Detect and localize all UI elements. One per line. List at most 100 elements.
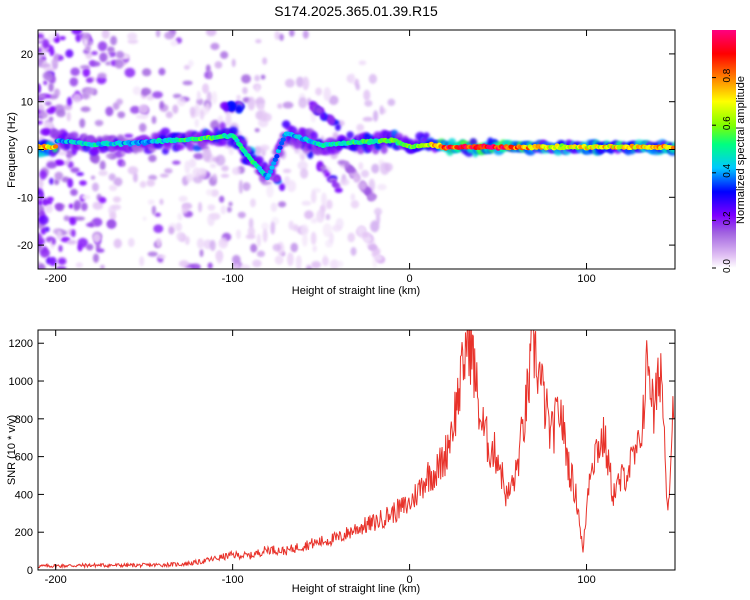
spectrogram-noise-cell bbox=[266, 184, 274, 198]
spectrogram-noise-cell bbox=[54, 203, 64, 210]
spectrogram-noise-cell bbox=[138, 123, 147, 133]
spectrogram-noise-cell bbox=[66, 111, 71, 122]
spectrogram-noise-cell bbox=[177, 212, 183, 221]
spectrogram-noise-cell bbox=[113, 238, 122, 249]
spectrogram-heatmap bbox=[38, 30, 675, 269]
spectrogram-noise-cell bbox=[254, 74, 261, 82]
spectrogram-noise-cell bbox=[197, 167, 207, 175]
spectrogram-noise-cell bbox=[247, 96, 256, 111]
spectrogram-noise-cell bbox=[219, 237, 228, 246]
spectrogram-noise-cell bbox=[315, 87, 323, 96]
spectrogram-noise-cell bbox=[159, 198, 164, 205]
spectrogram-noise-cell bbox=[289, 30, 295, 37]
spectrogram-noise-cell bbox=[325, 199, 333, 210]
spectrogram-noise-cell bbox=[184, 160, 191, 174]
spectrogram-noise-cell bbox=[112, 102, 120, 111]
spectrogram-noise-cell bbox=[312, 245, 317, 253]
spectrogram-noise-cell bbox=[321, 192, 327, 206]
spectrogram-feature-cell bbox=[375, 255, 383, 261]
spectrogram-noise-cell bbox=[48, 256, 57, 267]
spectrogram-noise-cell bbox=[152, 91, 163, 99]
spectrogram-noise-cell bbox=[172, 104, 179, 114]
spectrogram-noise-cell bbox=[210, 189, 219, 197]
spectrogram-noise-cell bbox=[208, 70, 213, 80]
spectrogram-noise-cell bbox=[85, 44, 91, 52]
spectrogram-feature-cell bbox=[328, 118, 336, 126]
spectrogram-noise-cell bbox=[387, 98, 396, 107]
spectrogram-noise-cell bbox=[90, 175, 96, 180]
spectrogram-noise-cell bbox=[84, 87, 96, 95]
spectrogram-feature-cell bbox=[278, 183, 286, 192]
spectrogram-noise-cell bbox=[358, 162, 364, 171]
spectrogram-noise-cell bbox=[66, 96, 73, 106]
spectrogram-noise-cell bbox=[127, 32, 138, 41]
spectrogram-noise-cell bbox=[68, 203, 74, 209]
spectrogram-noise-cell bbox=[153, 224, 164, 233]
spectrogram-noise-cell bbox=[176, 96, 186, 107]
colorbar: 0.0 0.2 0.4 0.6 0.8 Normalized spectral ampl… bbox=[712, 30, 747, 273]
spectrogram-noise-cell bbox=[288, 220, 294, 230]
spectrogram-noise-cell bbox=[259, 144, 270, 151]
spectrogram-noise-cell bbox=[70, 67, 80, 77]
spectrogram-noise-cell bbox=[362, 116, 374, 122]
spectrogram-noise-cell bbox=[187, 59, 194, 68]
spectrogram-noise-cell bbox=[225, 113, 232, 127]
spectrogram-noise-cell bbox=[336, 260, 344, 268]
spectrogram-noise-cell bbox=[252, 259, 262, 268]
spectrogram-x-tick-label: 100 bbox=[577, 273, 595, 285]
spectrogram-noise-cell bbox=[164, 168, 173, 174]
spectrogram-noise-cell bbox=[212, 173, 218, 181]
colorbar-label: Normalized spectral amplitude bbox=[735, 76, 747, 224]
spectrogram-noise-cell bbox=[196, 237, 205, 249]
spectrogram-noise-cell bbox=[112, 196, 122, 203]
snr-x-tick-label: -100 bbox=[222, 574, 244, 586]
spectrogram-noise-cell bbox=[56, 229, 63, 240]
spectrogram-noise-cell bbox=[185, 173, 194, 183]
spectrogram-noise-cell bbox=[56, 109, 66, 118]
spectrogram-noise-cell bbox=[109, 211, 117, 220]
spectrogram-noise-cell bbox=[48, 177, 54, 185]
spectrogram-noise-cell bbox=[81, 194, 91, 200]
spectrogram-noise-cell bbox=[220, 205, 227, 215]
spectrogram-noise-cell bbox=[194, 118, 200, 128]
spectrogram-noise-cell bbox=[38, 263, 46, 269]
spectrogram-ridge-cell bbox=[275, 148, 282, 154]
colorbar-tick-label: 0.8 bbox=[722, 68, 733, 82]
spectrogram-noise-cell bbox=[142, 216, 147, 221]
spectrogram-noise-cell bbox=[71, 30, 83, 35]
spectrogram-noise-cell bbox=[297, 160, 308, 171]
spectrogram-noise-cell bbox=[154, 212, 161, 217]
spectrogram-ridge-halo bbox=[423, 132, 430, 139]
spectrogram-noise-cell bbox=[197, 201, 203, 213]
spectrogram-noise-cell bbox=[85, 77, 94, 84]
spectrogram-noise-cell bbox=[206, 91, 212, 103]
spectrogram-x-tick-label: -100 bbox=[222, 273, 244, 285]
spectrogram-noise-cell bbox=[172, 160, 181, 165]
spectrogram-noise-cell bbox=[254, 128, 260, 133]
spectrogram-y-tick-label: -20 bbox=[17, 240, 33, 252]
spectrogram-noise-cell bbox=[155, 30, 161, 38]
spectrogram-noise-cell bbox=[260, 74, 266, 80]
spectrogram-noise-cell bbox=[139, 180, 147, 188]
spectrogram-noise-cell bbox=[151, 205, 157, 215]
spectrogram-noise-cell bbox=[141, 68, 152, 77]
spectrogram-noise-cell bbox=[248, 217, 254, 229]
spectrogram-noise-cell bbox=[329, 259, 340, 269]
spectrogram-noise-cell bbox=[51, 238, 56, 245]
spectrogram-ridge-cell bbox=[272, 157, 278, 162]
spectrogram-noise-cell bbox=[38, 211, 44, 216]
spectrogram-noise-cell bbox=[304, 210, 314, 220]
spectrogram-noise-cell bbox=[168, 226, 175, 235]
spectrogram-noise-cell bbox=[43, 121, 54, 130]
spectrogram-noise-cell bbox=[76, 172, 84, 177]
snr-y-tick-label: 0 bbox=[27, 565, 33, 577]
spectrogram-noise-cell bbox=[99, 52, 108, 63]
spectrogram-noise-cell bbox=[91, 61, 101, 67]
spectrogram-noise-cell bbox=[43, 80, 48, 86]
spectrogram-noise-cell bbox=[258, 104, 265, 113]
spectrogram-noise-cell bbox=[231, 58, 236, 68]
spectrogram-noise-cell bbox=[364, 100, 373, 107]
spectrogram-noise-cell bbox=[91, 51, 98, 56]
